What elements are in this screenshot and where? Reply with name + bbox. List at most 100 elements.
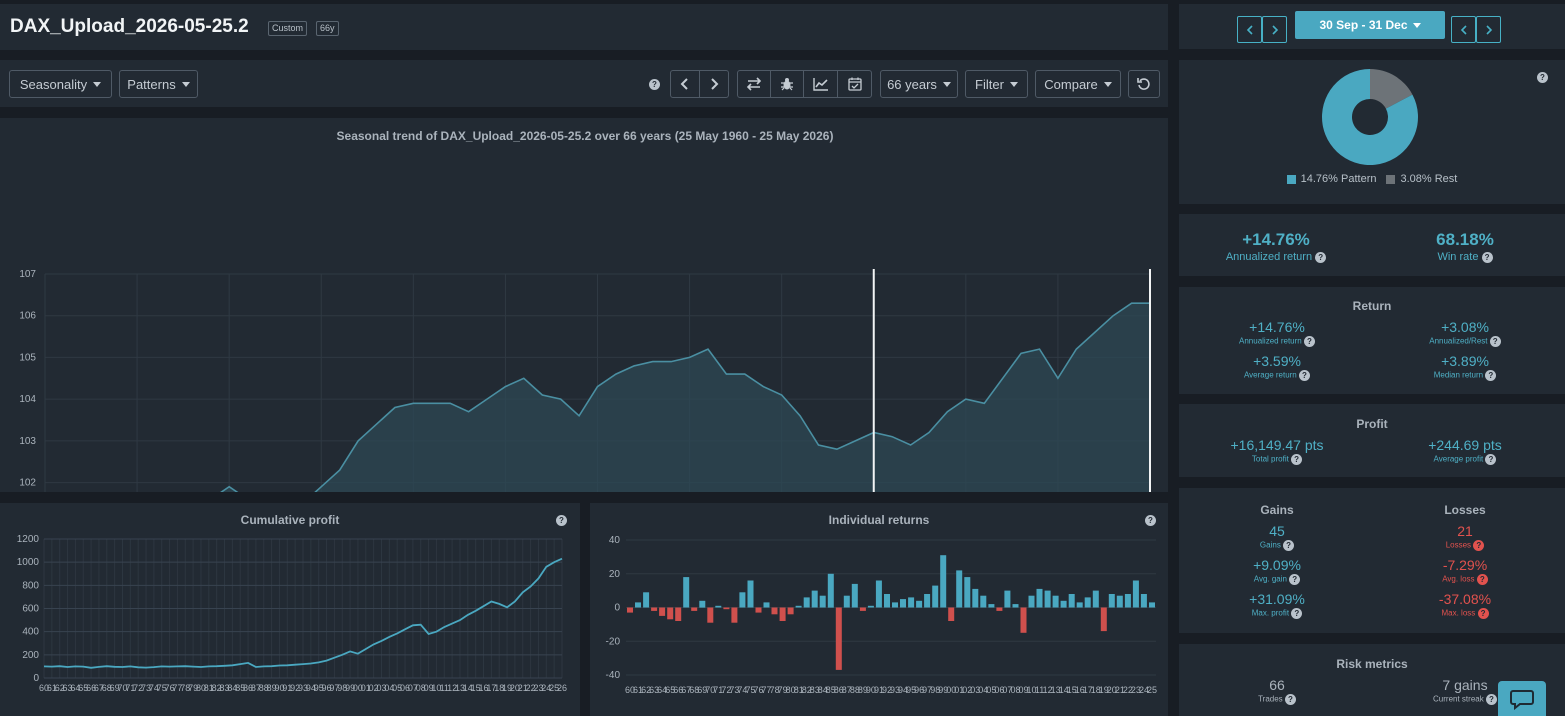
- bug-button[interactable]: [770, 70, 804, 98]
- chevron-left-icon: [1460, 24, 1467, 35]
- x-tick-label: 03: [970, 685, 980, 695]
- help-icon[interactable]: ?: [1299, 370, 1310, 381]
- calendar-button[interactable]: [837, 70, 872, 98]
- help-icon[interactable]: ?: [1477, 608, 1489, 619]
- x-tick-label: 72: [133, 683, 143, 693]
- bar: [964, 577, 971, 608]
- compare-label: Compare: [1044, 76, 1098, 92]
- help-icon[interactable]: ?: [556, 515, 567, 526]
- x-tick-label: 73: [141, 683, 151, 693]
- chat-button[interactable]: [1498, 681, 1546, 716]
- x-tick-label: 74: [737, 685, 747, 695]
- help-icon[interactable]: ?: [1289, 574, 1301, 585]
- bar: [1132, 580, 1139, 608]
- help-icon[interactable]: ?: [1284, 694, 1296, 705]
- caret-down-icon: [181, 81, 190, 87]
- prev-period-button[interactable]: [670, 70, 700, 98]
- help-icon[interactable]: ?: [1481, 251, 1493, 263]
- x-tick-label: 65: [665, 685, 675, 695]
- x-tick-label: 66: [86, 683, 96, 693]
- x-tick-label: 07: [1002, 685, 1012, 695]
- x-tick-label: 17: [1083, 685, 1093, 695]
- cumulative-profit-chart: Cumulative profit 0200400600800100012006…: [17, 513, 567, 693]
- compare-dropdown[interactable]: Compare: [1035, 70, 1121, 98]
- stat-value: -7.29%: [1442, 557, 1488, 573]
- bar: [667, 607, 674, 620]
- bar: [1012, 604, 1019, 608]
- gains-stat-2: +31.09% Max. profit ?: [1197, 591, 1357, 619]
- help-icon[interactable]: ?: [1145, 515, 1156, 526]
- bar: [875, 580, 882, 608]
- x-tick-label: 67: [681, 685, 691, 695]
- help-icon[interactable]: ?: [1485, 370, 1497, 381]
- help-icon[interactable]: ?: [1283, 540, 1295, 551]
- individual-returns-title: Individual returns: [829, 513, 930, 527]
- patterns-dropdown[interactable]: Patterns: [119, 70, 198, 98]
- losses-stat-0: 21 Losses ?: [1385, 523, 1545, 551]
- x-tick-label: 01: [954, 685, 964, 695]
- bar: [835, 607, 842, 670]
- annualized-stat: +14.76% Annualized return ?: [1196, 230, 1356, 263]
- reset-button[interactable]: [1128, 70, 1160, 98]
- line-chart-icon: [812, 78, 828, 91]
- date-range-dropdown[interactable]: 30 Sep - 31 Dec: [1295, 11, 1445, 39]
- legend-rest: 3.08% Rest: [1386, 173, 1457, 185]
- help-icon[interactable]: ?: [1291, 608, 1303, 619]
- x-tick-label: 12: [1043, 685, 1053, 695]
- help-icon[interactable]: ?: [1489, 336, 1501, 347]
- x-tick-label: 88: [259, 683, 269, 693]
- seasonality-dropdown[interactable]: Seasonality: [9, 70, 112, 98]
- x-tick-label: 80: [786, 685, 796, 695]
- help-icon[interactable]: ?: [649, 79, 660, 90]
- x-tick-label: 95: [314, 683, 324, 693]
- seasonal-chart-panel: Seasonal trend of DAX_Upload_2026-05-25.…: [0, 118, 1168, 492]
- help-icon[interactable]: ?: [1473, 540, 1485, 551]
- y-tick-label: 0: [614, 603, 620, 614]
- help-icon[interactable]: ?: [1315, 251, 1327, 263]
- years-dropdown[interactable]: 66 years: [880, 70, 958, 98]
- help-icon[interactable]: ?: [1476, 574, 1488, 585]
- filter-dropdown[interactable]: Filter: [965, 70, 1028, 98]
- stat-label-row: Current streak ?: [1385, 694, 1545, 705]
- stat-label-row: Average profit ?: [1385, 454, 1545, 465]
- bar: [643, 592, 650, 608]
- x-tick-label: 63: [649, 685, 659, 695]
- swap-icon: [746, 77, 762, 91]
- x-tick-label: 86: [243, 683, 253, 693]
- help-icon[interactable]: ?: [1303, 336, 1315, 347]
- x-tick-label: 70: [117, 683, 127, 693]
- x-tick-label: 92: [290, 683, 300, 693]
- y-tick-label: 107: [19, 269, 36, 280]
- x-tick-label: 68: [102, 683, 112, 693]
- x-tick-label: 89: [858, 685, 868, 695]
- losses-stat-2: -37.08% Max. loss ?: [1385, 591, 1545, 619]
- next-period-button[interactable]: [699, 70, 729, 98]
- swap-button[interactable]: [737, 70, 771, 98]
- bar: [1092, 590, 1099, 608]
- help-icon[interactable]: ?: [1485, 454, 1497, 465]
- bar: [980, 595, 987, 608]
- y-tick-label: 106: [19, 311, 36, 322]
- x-tick-label: 07: [408, 683, 418, 693]
- gains-stat-1: +9.09% Avg. gain ?: [1197, 557, 1357, 585]
- help-icon[interactable]: ?: [1291, 454, 1303, 465]
- help-icon[interactable]: ?: [1537, 72, 1548, 83]
- x-tick-label: 24: [1139, 685, 1149, 695]
- stat-label: Trades: [1258, 694, 1283, 704]
- x-tick-label: 98: [337, 683, 347, 693]
- year-next-button[interactable]: [1476, 16, 1501, 43]
- x-tick-label: 94: [306, 683, 316, 693]
- reset-icon: [1137, 78, 1150, 90]
- year-prev-button[interactable]: [1451, 16, 1476, 43]
- help-icon[interactable]: ?: [1485, 694, 1497, 705]
- x-tick-label: 97: [329, 683, 339, 693]
- risk-title: Risk metrics: [1336, 657, 1408, 671]
- bar: [675, 607, 682, 621]
- x-tick-label: 78: [770, 685, 780, 695]
- line-chart-button[interactable]: [803, 70, 838, 98]
- bar: [988, 604, 995, 608]
- x-tick-label: 88: [850, 685, 860, 695]
- range-next-button[interactable]: [1262, 16, 1287, 43]
- x-tick-label: 95: [906, 685, 916, 695]
- range-prev-button[interactable]: [1237, 16, 1262, 43]
